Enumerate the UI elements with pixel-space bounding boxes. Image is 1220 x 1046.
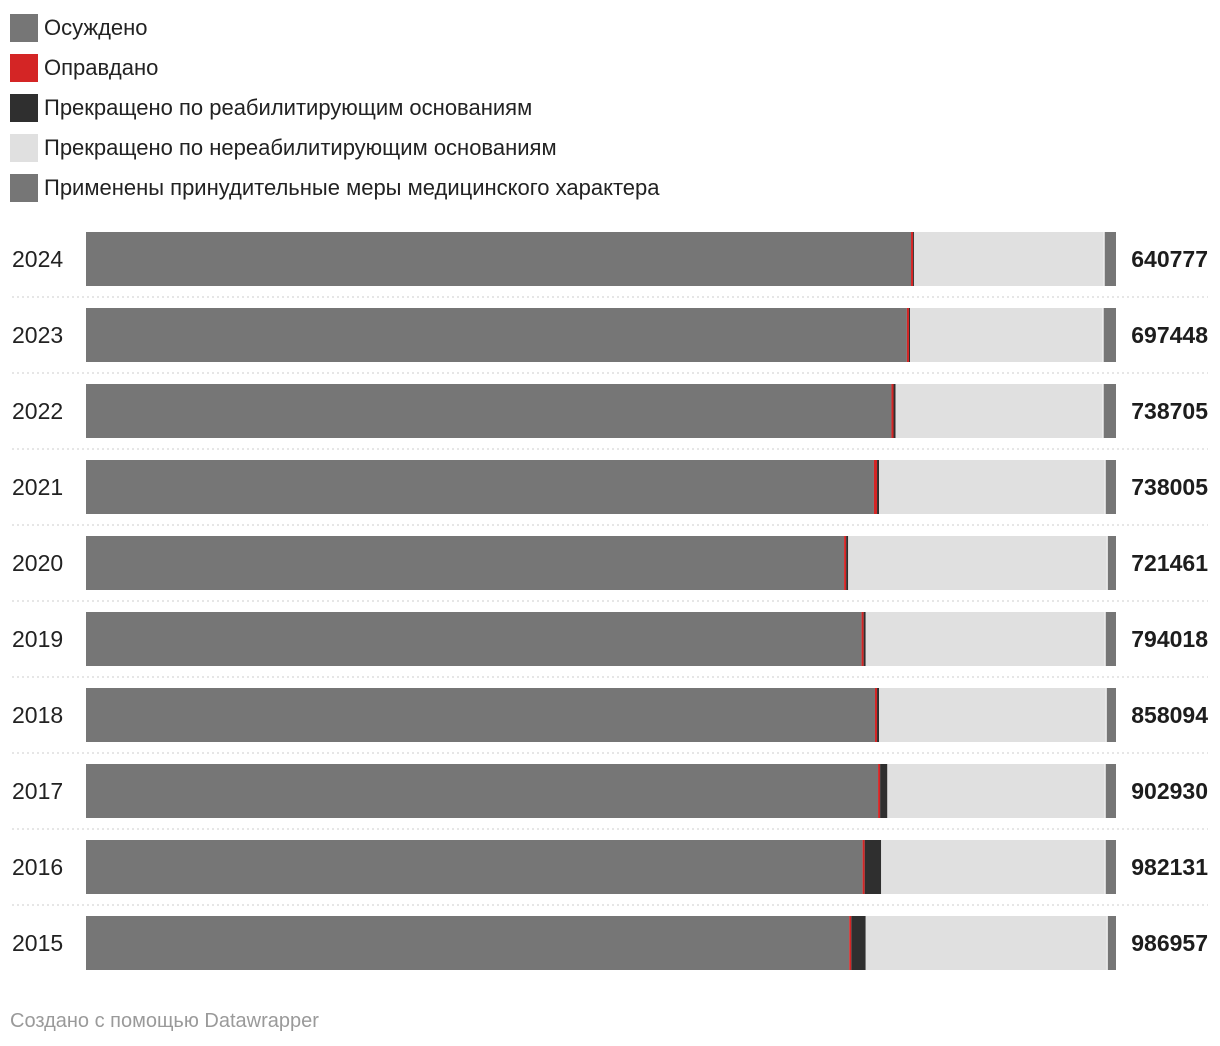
bar-segment [1105, 460, 1116, 514]
bar-segment [1104, 232, 1116, 286]
bar-segment [893, 384, 896, 438]
bar-segment [1107, 536, 1116, 590]
bar-segment [1103, 308, 1116, 362]
total-value-label: 738005 [1131, 474, 1208, 500]
total-value-label: 697448 [1131, 322, 1208, 348]
legend-item: Прекращено по нереабилитирующим основани… [10, 128, 660, 168]
bar-segment [863, 612, 866, 666]
bar-segment [881, 840, 1106, 894]
segment-separator [1102, 308, 1104, 362]
legend-label: Прекращено по реабилитирующим основаниям [44, 95, 533, 120]
bar-segment [86, 916, 850, 970]
footer-credit: Создано с помощью Datawrapper [10, 1010, 319, 1032]
segment-separator [1104, 612, 1106, 666]
bar-segment [877, 460, 880, 514]
bar-segment [908, 308, 910, 362]
bar-segment [887, 764, 1106, 818]
bar-segment [880, 764, 888, 818]
legend-label: Применены принудительные меры медицинско… [44, 175, 660, 200]
bar-segment [86, 232, 912, 286]
bar-segment [865, 612, 1106, 666]
bar-segment [1105, 840, 1116, 894]
segment-separator [1106, 536, 1108, 590]
bar-segment [877, 688, 880, 742]
bar-segment [879, 460, 1106, 514]
year-label: 2020 [12, 550, 63, 576]
legend-item: Осуждено [10, 8, 660, 48]
bar-segment [874, 688, 878, 742]
legend-swatch [10, 134, 38, 162]
bar-segment [848, 536, 1108, 590]
bar-segment [86, 688, 875, 742]
year-label: 2018 [12, 702, 63, 728]
bar-segment [86, 536, 845, 590]
legend-item: Прекращено по реабилитирующим основаниям [10, 88, 660, 128]
total-value-label: 902930 [1131, 778, 1208, 804]
year-label: 2016 [12, 854, 63, 880]
bar-segment [879, 688, 1107, 742]
bar-segment [895, 384, 1104, 438]
bar-segment [1106, 688, 1116, 742]
year-label: 2024 [12, 246, 63, 272]
bar-segment [851, 916, 866, 970]
year-label: 2019 [12, 626, 63, 652]
segment-separator [1104, 840, 1106, 894]
bar-segment [906, 308, 909, 362]
bar-segment [1107, 916, 1116, 970]
legend-item: Применены принудительные меры медицинско… [10, 168, 660, 208]
stacked-bar-chart: 2024 640777 2023 697448 2022 738705 2021 738005… [12, 232, 1208, 970]
bar-segment [86, 308, 907, 362]
bar-segment [86, 612, 862, 666]
legend-label: Прекращено по нереабилитирующим основани… [44, 135, 557, 160]
total-value-label: 721461 [1131, 550, 1208, 576]
legend-label: Оправдано [44, 55, 159, 80]
bar-segment [86, 840, 863, 894]
total-value-label: 982131 [1131, 854, 1208, 880]
year-label: 2017 [12, 778, 63, 804]
legend-swatch [10, 174, 38, 202]
total-value-label: 986957 [1131, 930, 1208, 956]
bar-segment [844, 536, 847, 590]
bar-segment [861, 612, 864, 666]
total-value-label: 640777 [1131, 246, 1208, 272]
bar-segment [846, 536, 849, 590]
bar-segment [849, 916, 852, 970]
year-label: 2021 [12, 474, 63, 500]
total-value-label: 794018 [1131, 626, 1208, 652]
segment-separator [1104, 460, 1106, 514]
bar-segment [86, 460, 874, 514]
bar-segment [865, 916, 1108, 970]
bar-segment [914, 232, 1105, 286]
bar-segment [1105, 764, 1116, 818]
chart-legend: Осуждено Оправдано Прекращено по реабилити… [10, 8, 660, 208]
bar-segment [878, 764, 881, 818]
legend-swatch [10, 14, 38, 42]
year-label: 2022 [12, 398, 63, 424]
legend-swatch [10, 54, 38, 82]
bar-segment [86, 384, 892, 438]
bar-segment [1105, 612, 1116, 666]
bar-segment [873, 460, 878, 514]
bar-segment [891, 384, 894, 438]
bar-segment [864, 840, 882, 894]
bar-segment [862, 840, 865, 894]
segment-separator [1102, 384, 1104, 438]
year-label: 2023 [12, 322, 63, 348]
segment-separator [1103, 232, 1105, 286]
total-value-label: 858094 [1131, 702, 1208, 728]
bar-segment [1103, 384, 1116, 438]
bar-segment [910, 308, 1104, 362]
total-value-label: 738705 [1131, 398, 1208, 424]
legend-swatch [10, 94, 38, 122]
segment-separator [1106, 916, 1108, 970]
legend-label: Осуждено [44, 15, 148, 40]
bar-segment [86, 764, 879, 818]
bar-segment [913, 232, 915, 286]
year-label: 2015 [12, 930, 63, 956]
legend-item: Оправдано [10, 48, 660, 88]
bar-segment [911, 232, 914, 286]
segment-separator [1104, 764, 1106, 818]
segment-separator [1105, 688, 1107, 742]
